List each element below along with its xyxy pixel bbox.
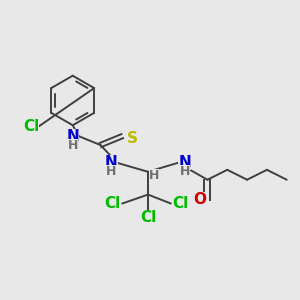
Text: H: H (68, 139, 78, 152)
Text: H: H (179, 165, 190, 178)
Text: H: H (149, 169, 159, 182)
Text: H: H (106, 165, 116, 178)
Text: Cl: Cl (104, 196, 121, 211)
Text: N: N (66, 129, 79, 144)
Text: N: N (105, 155, 118, 170)
Text: S: S (127, 130, 138, 146)
Text: Cl: Cl (23, 119, 39, 134)
Text: Cl: Cl (140, 210, 156, 225)
Text: Cl: Cl (172, 196, 189, 211)
Text: N: N (178, 155, 191, 170)
Text: O: O (193, 192, 206, 207)
